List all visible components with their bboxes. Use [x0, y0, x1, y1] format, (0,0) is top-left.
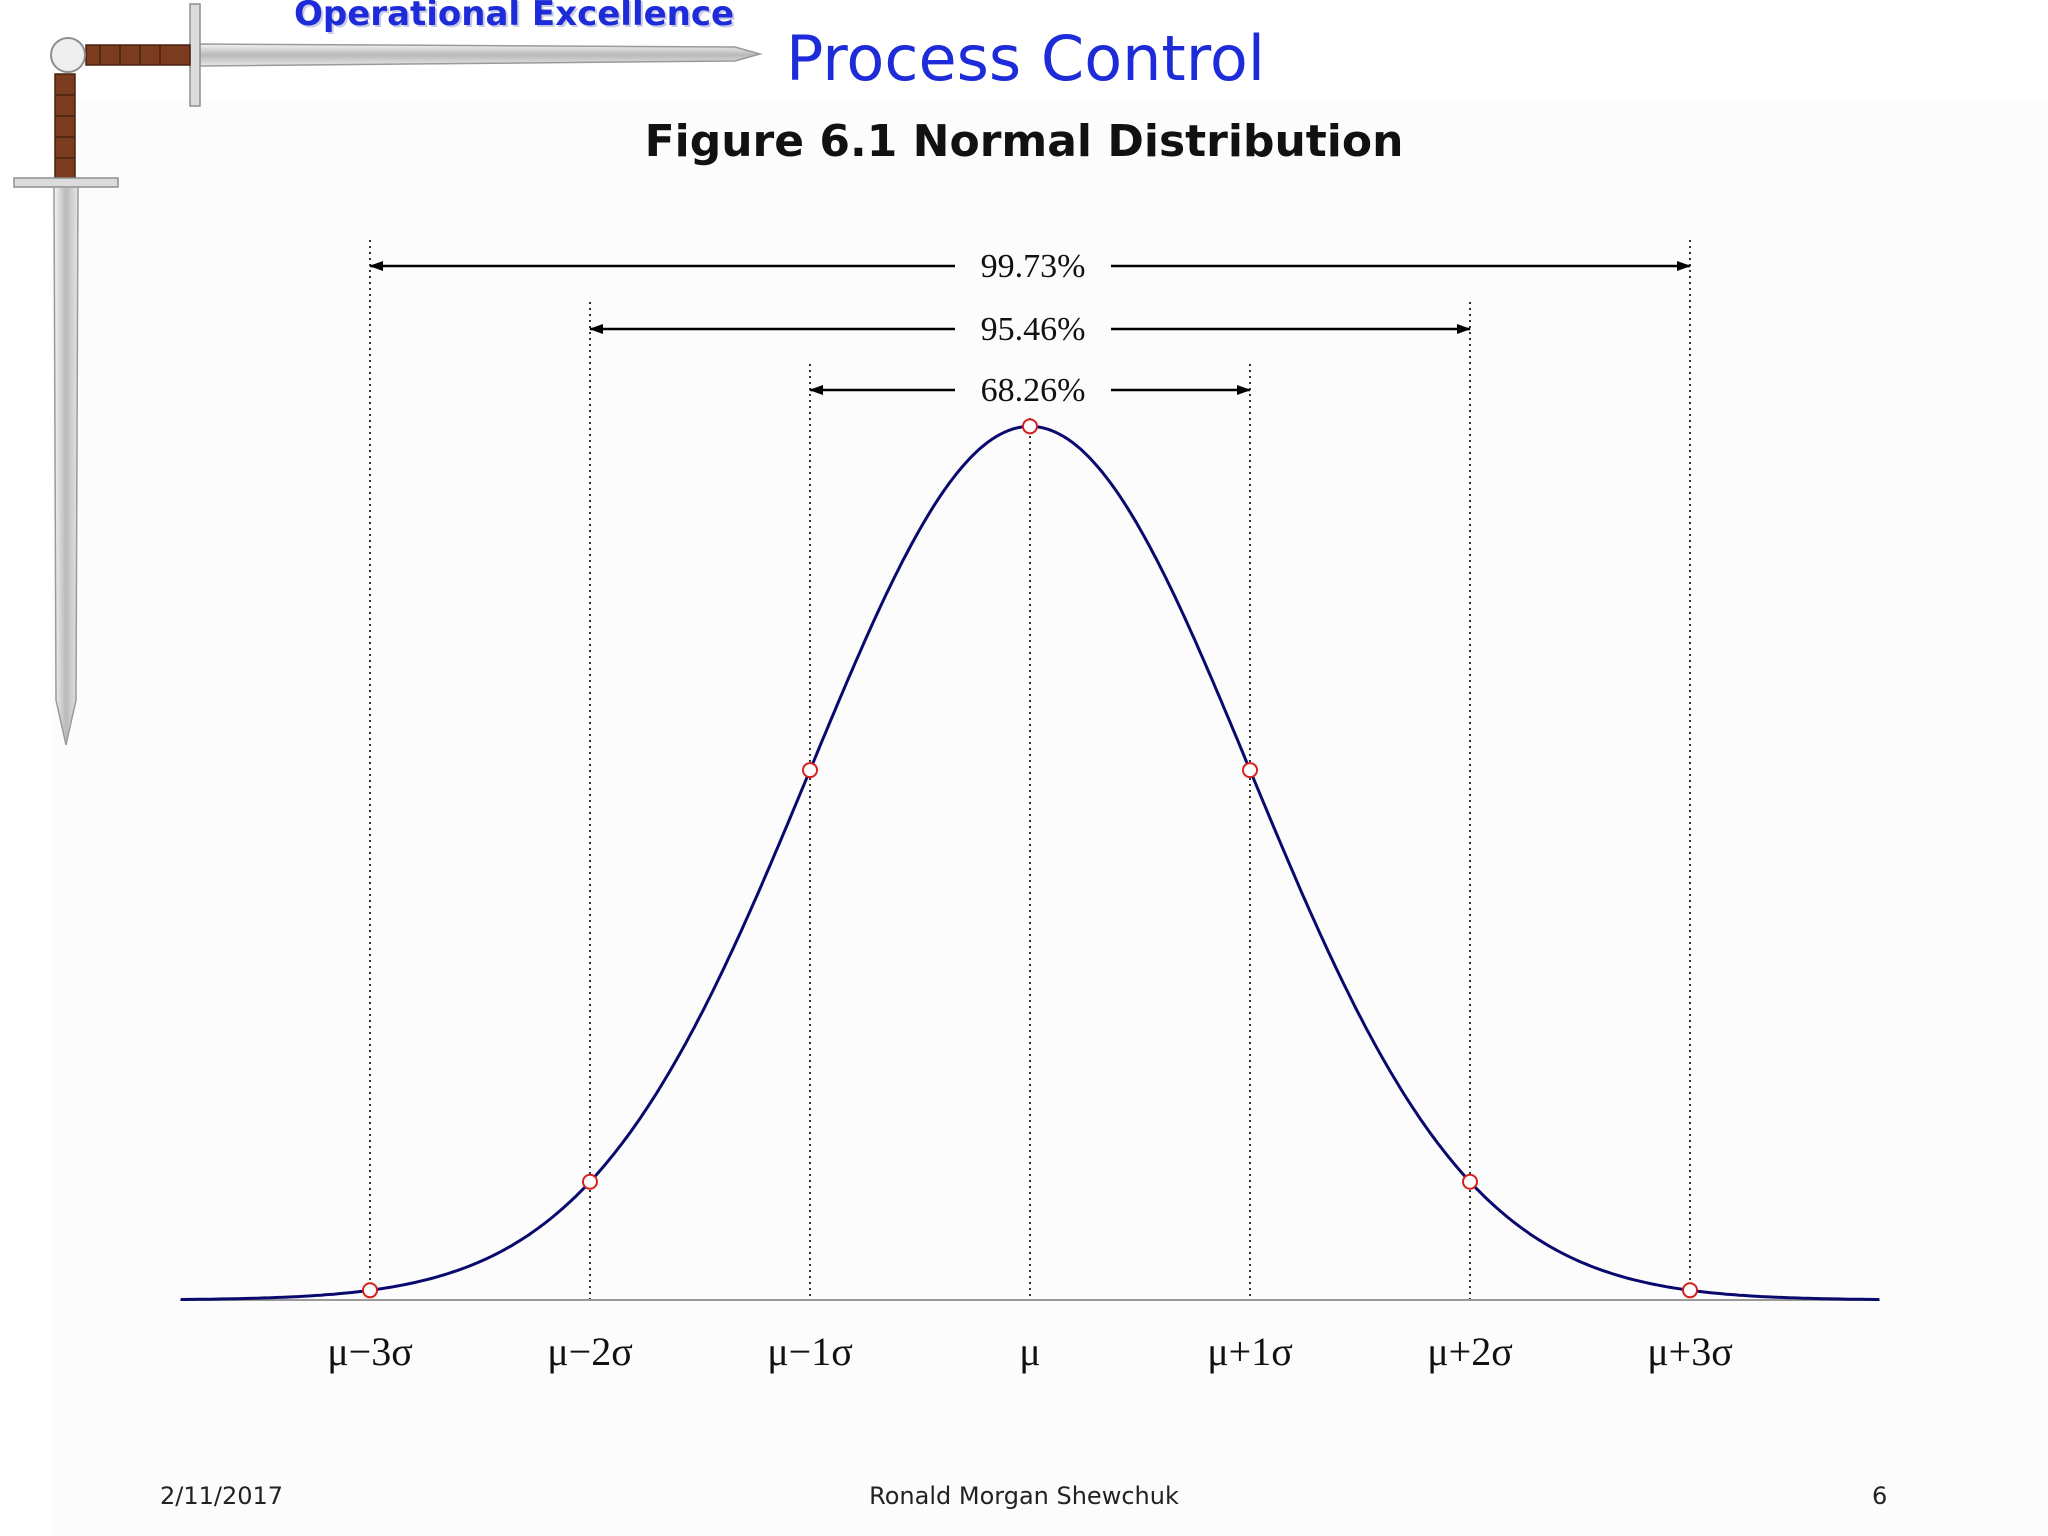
- data-point: [1242, 762, 1258, 779]
- x-tick-label: μ−3σ: [327, 1329, 413, 1374]
- data-point: [582, 1173, 598, 1190]
- x-tick-labels: μ−3σ μ−2σ μ−1σ μ μ+1σ μ+2σ μ+3σ: [327, 1329, 1733, 1374]
- x-tick-label: μ: [1019, 1329, 1040, 1374]
- data-point: [1022, 418, 1038, 435]
- figure-title-text: Figure 6.1 Normal Distribution: [644, 116, 1404, 167]
- page-title: Process Control: [786, 22, 1266, 95]
- guide-lines: [369, 240, 1691, 1300]
- footer-author: Ronald Morgan Shewchuk: [869, 1482, 1179, 1510]
- footer-date: 2/11/2017: [160, 1482, 284, 1510]
- logo-text: Operational Excellence: [294, 0, 735, 34]
- x-tick-label: μ+1σ: [1207, 1329, 1293, 1374]
- interval-label: 99.73%: [981, 248, 1086, 285]
- x-tick-label: μ−1σ: [767, 1329, 853, 1374]
- marked-points: [362, 418, 1698, 1299]
- figure-title: Figure 6.1 Normal Distribution: [0, 116, 2048, 167]
- interval-label: 68.26%: [981, 372, 1086, 409]
- data-point: [362, 1282, 378, 1299]
- data-point: [802, 762, 818, 779]
- interval-arrows: 99.73% 95.46% 68.26%: [369, 248, 1691, 409]
- x-tick-label: μ+2σ: [1427, 1329, 1513, 1374]
- footer-page-number: 6: [1872, 1482, 1888, 1510]
- interval-label: 95.46%: [981, 311, 1086, 348]
- x-tick-label: μ−2σ: [547, 1329, 633, 1374]
- content-panel: [52, 100, 2048, 1536]
- sword-logo-icon: [13, 3, 763, 746]
- data-point: [1682, 1282, 1698, 1299]
- x-tick-label: μ+3σ: [1647, 1329, 1733, 1374]
- data-point: [1462, 1173, 1478, 1190]
